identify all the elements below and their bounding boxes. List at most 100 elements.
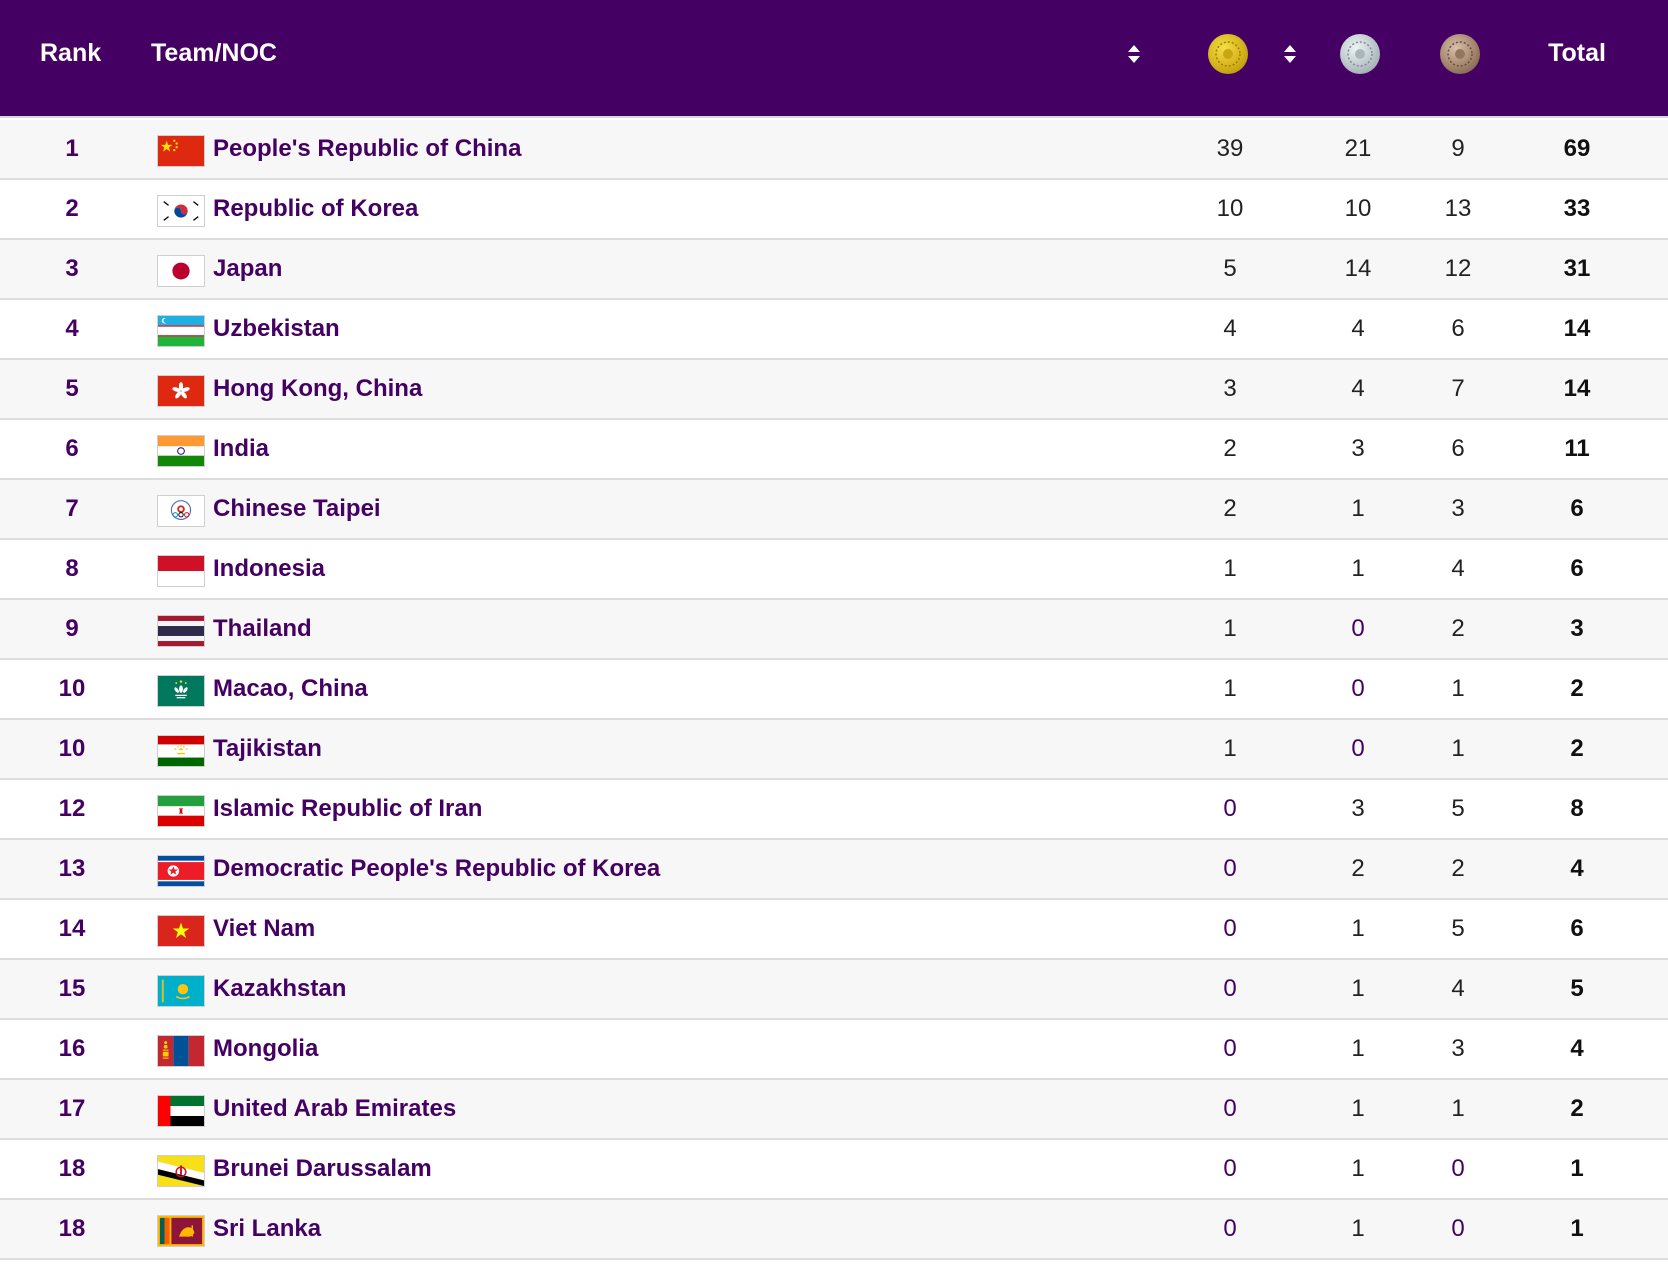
table-row[interactable]: 5 Hong Kong, China 3 4 7 14 [0, 360, 1668, 420]
rank-cell: 18 [58, 1155, 86, 1182]
table-row[interactable]: 14 Viet Nam 0 1 5 6 [0, 900, 1668, 960]
team-name-link[interactable]: Kazakhstan [213, 975, 347, 1002]
team-name-link[interactable]: Japan [213, 255, 283, 282]
team-name-link[interactable]: Tajikistan [213, 735, 322, 762]
total-count: 11 [1564, 435, 1590, 462]
rank-cell: 10 [58, 735, 86, 762]
total-count: 6 [1570, 915, 1584, 942]
table-row[interactable]: 10 Macao, China 1 0 1 2 [0, 660, 1668, 720]
flag-icon [157, 914, 207, 948]
header-divider [0, 106, 1668, 118]
total-count: 8 [1570, 795, 1584, 822]
silver-count: 14 [1344, 255, 1372, 282]
table-row[interactable]: 8 Indonesia 1 1 4 6 [0, 540, 1668, 600]
silver-count: 1 [1351, 495, 1365, 522]
bronze-count: 4 [1451, 975, 1465, 1002]
silver-count: 0 [1351, 735, 1365, 762]
flag-icon [157, 734, 207, 768]
rank-cell: 10 [58, 675, 86, 702]
silver-medal-icon [1340, 34, 1380, 74]
team-name-link[interactable]: People's Republic of China [213, 135, 522, 162]
table-row[interactable]: 18 Brunei Darussalam 0 1 0 1 [0, 1140, 1668, 1200]
bronze-count: 0 [1451, 1215, 1465, 1242]
team-header[interactable]: Team/NOC [151, 38, 277, 67]
rank-cell: 17 [58, 1095, 86, 1122]
table-row[interactable]: 3 Japan 5 14 12 31 [0, 240, 1668, 300]
team-name-link[interactable]: Thailand [213, 615, 312, 642]
gold-count: 1 [1223, 615, 1237, 642]
silver-count: 2 [1351, 855, 1365, 882]
team-name-link[interactable]: Republic of Korea [213, 195, 419, 222]
team-name-link[interactable]: Hong Kong, China [213, 375, 423, 402]
silver-count: 1 [1351, 915, 1365, 942]
gold-count: 3 [1223, 375, 1237, 402]
table-row[interactable]: 7 Chinese Taipei 2 1 3 6 [0, 480, 1668, 540]
bronze-count: 7 [1451, 375, 1465, 402]
flag-icon [157, 614, 207, 648]
total-count: 6 [1570, 555, 1584, 582]
rank-cell: 5 [65, 375, 79, 402]
rank-cell: 9 [65, 615, 79, 642]
table-row[interactable]: 1 People's Republic of China 39 21 9 69 [0, 120, 1668, 180]
flag-icon [157, 494, 207, 528]
team-name-link[interactable]: Indonesia [213, 555, 326, 582]
bronze-count: 3 [1451, 1035, 1465, 1062]
team-name-link[interactable]: Chinese Taipei [213, 495, 381, 522]
table-row[interactable]: 15 Kazakhstan 0 1 4 5 [0, 960, 1668, 1020]
team-name-link[interactable]: Brunei Darussalam [213, 1155, 432, 1182]
bronze-count: 1 [1451, 735, 1465, 762]
table-row[interactable]: 17 United Arab Emirates 0 1 1 2 [0, 1080, 1668, 1140]
bronze-count: 12 [1444, 255, 1472, 282]
team-name-link[interactable]: Islamic Republic of Iran [213, 795, 483, 822]
flag-icon [157, 674, 207, 708]
total-count: 69 [1563, 135, 1591, 162]
bronze-count: 6 [1451, 315, 1465, 342]
table-row[interactable]: 2 Republic of Korea 10 10 13 33 [0, 180, 1668, 240]
team-name-link[interactable]: Sri Lanka [213, 1215, 322, 1242]
team-name-link[interactable]: Macao, China [213, 675, 368, 702]
table-row[interactable]: 13 Democratic People's Republic of Korea 0… [0, 840, 1668, 900]
sort-icon[interactable] [1282, 43, 1298, 65]
table-header: Rank Team/NOC Total [0, 0, 1668, 118]
table-row[interactable]: 6 India 2 3 6 11 [0, 420, 1668, 480]
table-row[interactable]: 9 Thailand 1 0 2 3 [0, 600, 1668, 660]
bronze-count: 6 [1451, 435, 1465, 462]
table-row[interactable]: 10 Tajikistan 1 0 1 2 [0, 720, 1668, 780]
team-name-link[interactable]: India [213, 435, 270, 462]
flag-icon [157, 554, 207, 588]
total-count: 1 [1570, 1215, 1584, 1242]
gold-count: 0 [1223, 1095, 1237, 1122]
team-name-link[interactable]: Viet Nam [213, 915, 316, 942]
total-header[interactable]: Total [1548, 38, 1606, 67]
table-row[interactable]: 4 Uzbekistan 4 4 6 14 [0, 300, 1668, 360]
flag-icon [157, 974, 207, 1008]
bronze-count: 3 [1451, 495, 1465, 522]
bronze-count: 4 [1451, 555, 1465, 582]
sort-icon[interactable] [1126, 43, 1142, 65]
silver-count: 1 [1351, 1035, 1365, 1062]
rank-cell: 7 [65, 495, 79, 522]
bronze-count: 1 [1451, 675, 1465, 702]
table-row[interactable]: 18 Sri Lanka 0 1 0 1 [0, 1200, 1668, 1260]
silver-count: 1 [1351, 1095, 1365, 1122]
team-name-link[interactable]: Uzbekistan [213, 315, 340, 342]
silver-count: 0 [1351, 615, 1365, 642]
silver-count: 3 [1351, 795, 1365, 822]
team-name-link[interactable]: United Arab Emirates [213, 1095, 457, 1122]
gold-count: 1 [1223, 555, 1237, 582]
total-count: 3 [1570, 615, 1584, 642]
table-row[interactable]: 12 Islamic Republic of Iran 0 3 5 8 [0, 780, 1668, 840]
total-count: 1 [1570, 1155, 1584, 1182]
table-row[interactable]: 16 Mongolia 0 1 3 4 [0, 1020, 1668, 1080]
gold-count: 4 [1223, 315, 1237, 342]
gold-count: 0 [1223, 1215, 1237, 1242]
rank-header[interactable]: Rank [40, 38, 102, 67]
rank-cell: 6 [65, 435, 79, 462]
rank-cell: 1 [65, 135, 79, 162]
team-name-link[interactable]: Democratic People's Republic of Korea [213, 855, 661, 882]
gold-count: 1 [1223, 675, 1237, 702]
flag-icon [157, 1034, 207, 1068]
team-name-link[interactable]: Mongolia [213, 1035, 319, 1062]
silver-count: 1 [1351, 1215, 1365, 1242]
